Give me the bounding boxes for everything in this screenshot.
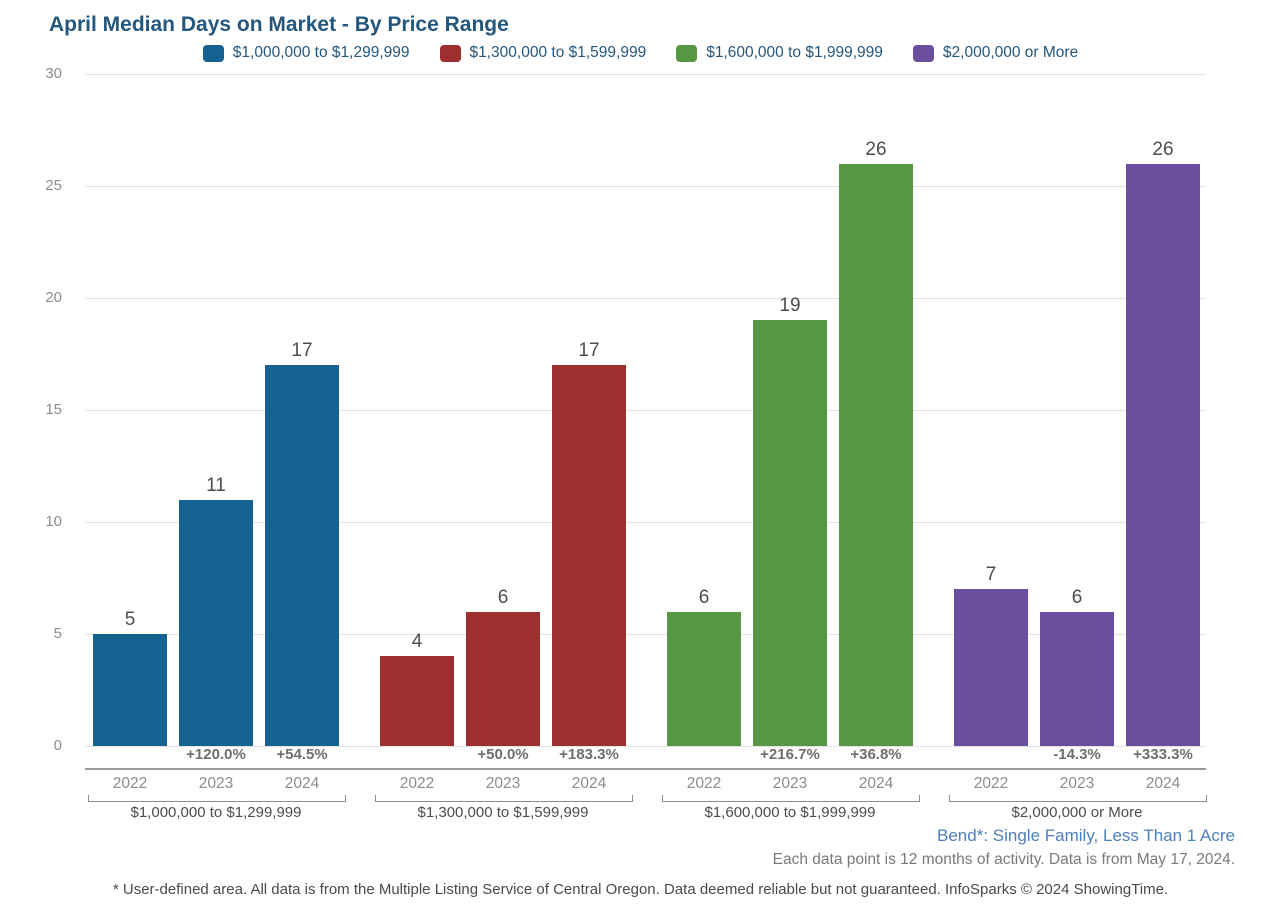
group-bracket — [375, 795, 633, 802]
bar — [380, 656, 454, 746]
bar — [667, 611, 741, 746]
y-axis-tick-label: 15 — [45, 401, 62, 418]
bar-value-label: 17 — [291, 340, 313, 362]
bar-value-label: 17 — [578, 340, 600, 362]
year-label: 2022 — [973, 775, 1009, 792]
year-label: 2023 — [1059, 775, 1095, 792]
plot-area: 0 5 10 15 20 25 30 5 11 17 4 6 17 6 19 26 7 6 26 — [45, 65, 1206, 754]
year-label: 2023 — [485, 775, 521, 792]
legend-swatch-icon — [439, 44, 461, 62]
gridline — [85, 297, 1206, 299]
bar — [1040, 611, 1114, 746]
legend-label: $1,600,000 to $1,999,999 — [706, 44, 883, 61]
gridline — [85, 633, 1206, 635]
year-label: 2024 — [284, 775, 320, 792]
group-bracket-row — [85, 795, 1207, 802]
bar-value-label: 5 — [124, 609, 136, 630]
legend-item[interactable]: $1,000,000 to $1,299,999 — [202, 44, 410, 62]
legend-item[interactable]: $2,000,000 or More — [912, 44, 1079, 62]
bar — [265, 365, 339, 746]
gridline — [85, 73, 1206, 75]
group-bracket — [88, 795, 346, 802]
legend-item[interactable]: $1,600,000 to $1,999,999 — [676, 44, 883, 62]
chart-legend: $1,000,000 to $1,299,999 $1,300,000 to $1… — [0, 44, 1281, 62]
year-label: 2022 — [399, 775, 435, 792]
legend-label: $1,000,000 to $1,299,999 — [232, 44, 410, 61]
legend-swatch-icon — [202, 44, 224, 62]
bar-value-label: 7 — [985, 564, 997, 586]
bar-value-label: 4 — [411, 631, 423, 653]
year-label: 2022 — [686, 775, 722, 792]
bar-value-label: 6 — [1071, 586, 1083, 608]
year-label: 2024 — [858, 775, 894, 792]
year-axis-row: 2022 2023 2024 2022 2023 2024 2022 2023 2024 2022… — [85, 775, 1206, 795]
legend-item[interactable]: $1,300,000 to $1,599,999 — [439, 44, 647, 62]
pct-change-label: +54.5% — [276, 746, 328, 763]
bar — [552, 365, 626, 746]
x-axis-divider — [85, 768, 1206, 770]
group-bracket — [662, 795, 920, 802]
group-label-row: $1,000,000 to $1,299,999 $1,300,000 to $1… — [85, 804, 1206, 824]
group-label: $1,600,000 to $1,999,999 — [704, 804, 876, 821]
pct-change-label: -14.3% — [1053, 746, 1101, 763]
bar — [839, 163, 913, 746]
year-label: 2024 — [1145, 775, 1181, 792]
bar — [753, 320, 827, 746]
bar-value-label: 6 — [698, 586, 710, 608]
bar-value-label: 19 — [779, 295, 801, 317]
year-label: 2023 — [772, 775, 808, 792]
group-bracket — [949, 795, 1207, 802]
gridline — [85, 521, 1206, 523]
y-axis-tick-label: 5 — [53, 625, 62, 642]
y-axis-tick-label: 25 — [45, 177, 62, 194]
y-axis-tick-label: 20 — [45, 289, 62, 306]
legend-label: $2,000,000 or More — [942, 44, 1079, 61]
pct-change-row: +120.0% +54.5% +50.0% +183.3% +216.7% +36.8% -… — [85, 746, 1206, 768]
bar — [466, 611, 540, 746]
pct-change-label: +216.7% — [760, 746, 820, 763]
year-label: 2023 — [198, 775, 234, 792]
gridline — [85, 409, 1206, 411]
legend-swatch-icon — [912, 44, 934, 62]
pct-change-label: +183.3% — [559, 746, 619, 763]
disclaimer: * User-defined area. All data is from th… — [112, 881, 1169, 898]
data-note: Each data point is 12 months of activity… — [772, 851, 1235, 868]
bar — [179, 499, 253, 746]
bar-value-label: 26 — [865, 138, 887, 160]
group-label: $1,000,000 to $1,299,999 — [130, 804, 302, 821]
y-axis-tick-label: 10 — [45, 513, 62, 530]
legend-label: $1,300,000 to $1,599,999 — [469, 44, 647, 61]
bar-value-label: 26 — [1152, 138, 1174, 160]
group-label: $1,300,000 to $1,599,999 — [417, 804, 589, 821]
legend-swatch-icon — [676, 44, 698, 62]
bar — [93, 634, 167, 746]
year-label: 2024 — [571, 775, 607, 792]
bar — [1126, 163, 1200, 746]
pct-change-label: +50.0% — [477, 746, 529, 763]
pct-change-label: +36.8% — [850, 746, 902, 763]
pct-change-label: +333.3% — [1133, 746, 1193, 763]
bar-value-label: 11 — [206, 474, 226, 496]
group-label: $2,000,000 or More — [1011, 804, 1143, 821]
area-label: Bend*: Single Family, Less Than 1 Acre — [937, 826, 1235, 845]
y-axis-tick-label: 0 — [53, 737, 62, 754]
gridline — [85, 745, 1206, 747]
bar — [954, 589, 1028, 746]
page-title: April Median Days on Market - By Price R… — [49, 13, 509, 36]
pct-change-label: +120.0% — [186, 746, 246, 763]
year-label: 2022 — [112, 775, 148, 792]
gridline — [85, 185, 1206, 187]
bar-value-label: 6 — [497, 586, 509, 608]
y-axis-tick-label: 30 — [45, 65, 62, 82]
